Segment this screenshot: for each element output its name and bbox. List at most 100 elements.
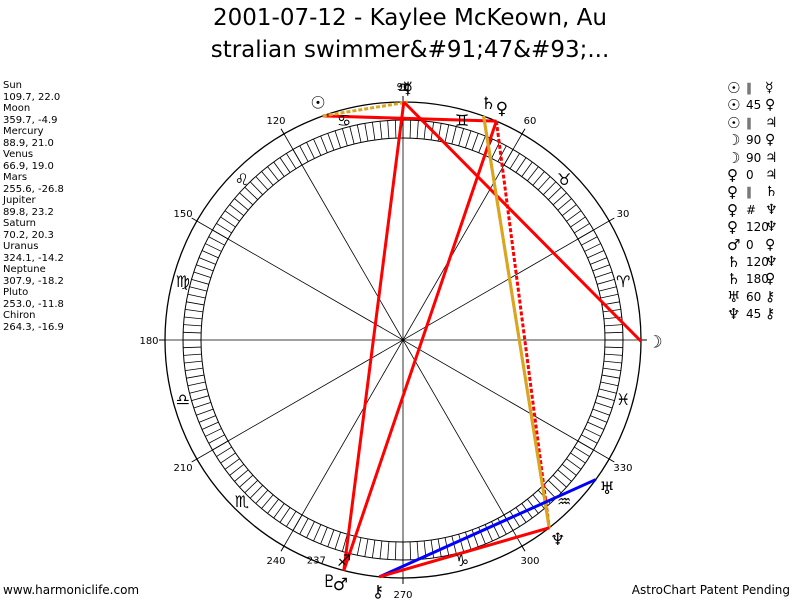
degree-tick (183, 331, 202, 334)
aspect-planet-a: ☽ (727, 148, 741, 167)
degree-tick (198, 415, 216, 423)
aspect-row: ♀ 120 ♆ (727, 218, 797, 237)
zodiac-sign-icon: ♈ (616, 272, 630, 291)
aspect-line (378, 526, 550, 579)
outer-tick (191, 217, 198, 222)
aspect-list: ☉ ∥ ☿ ☉ 45 ♀ ☉ ∥ ♃ ☽ 90 ♀ ☽ 90 ♃ ♀ 0 ♃ ♀ ∥ ♄ ♀ # ♆ ♀ 120 ♆ ♂ 0 ♀ ♄ 120 ♆… (727, 79, 797, 324)
degree-tick (234, 469, 249, 482)
degree-tick (594, 271, 613, 278)
degree-tick (299, 145, 309, 162)
degree-tick (458, 534, 465, 552)
degree-tick (201, 421, 219, 430)
degree-tick (527, 166, 539, 182)
degree-tick (299, 518, 309, 535)
degree-label-30: 30 (617, 209, 630, 220)
degree-tick (267, 498, 279, 514)
degree-tick (592, 264, 610, 272)
aspect-planet-b: ♀ (765, 236, 776, 253)
aspect-row: ♀ # ♆ (727, 201, 797, 219)
degree-tick (379, 540, 383, 559)
degree-tick (356, 537, 362, 556)
aspect-type: ∥ (746, 81, 752, 95)
aspect-planet-a: ♀ (727, 218, 738, 237)
degree-tick (273, 161, 285, 177)
degree-tick (313, 138, 322, 156)
chart-title: 2001-07-12 - Kaylee McKeown, Au stralian… (140, 2, 680, 66)
degree-tick (184, 360, 203, 364)
degree-tick (183, 346, 202, 349)
title-line-1: 2001-07-12 - Kaylee McKeown, Au (213, 5, 607, 31)
degree-tick (198, 257, 216, 265)
aspect-planet-b: ⚷ (765, 288, 776, 305)
degree-tick (220, 452, 236, 464)
footer-website[interactable]: www.harmoniclife.com (3, 583, 140, 597)
degree-tick (552, 192, 567, 206)
planet-name-venus: Venus (3, 149, 34, 160)
degree-tick (548, 186, 562, 200)
aspect-row: ♆ 45 ⚷ (727, 305, 797, 324)
aspect-line (494, 120, 551, 528)
chiron-icon: ⚷ (372, 582, 384, 600)
outer-tick (521, 128, 526, 135)
degree-tick (471, 529, 479, 547)
aspect-planet-b: ♆ (765, 201, 778, 218)
degree-tick (183, 324, 202, 327)
degree-tick (532, 494, 545, 509)
degree-label-90: 90 (397, 82, 410, 93)
aspect-type: # (746, 202, 757, 217)
zodiac-sign-icon: ♓ (616, 390, 630, 409)
aspect-line (342, 120, 498, 572)
degree-tick (234, 198, 249, 211)
zodiac-sign-icon: ♑ (455, 551, 469, 570)
degree-tick (279, 507, 291, 523)
zodiac-sign-icon: ♐ (337, 551, 351, 570)
degree-tick (220, 216, 236, 228)
planet-name-sun: Sun (3, 80, 23, 91)
aspect-type: 120 (746, 254, 769, 269)
degree-tick (193, 402, 212, 409)
aspect-planet-a: ☉ (727, 79, 741, 97)
degree-tick (371, 539, 376, 558)
degree-tick (561, 204, 577, 216)
degree-tick (208, 434, 225, 444)
planet-name-chiron: Chiron (3, 310, 36, 321)
degree-tick (604, 353, 623, 356)
aspect-planet-a: ♆ (727, 305, 741, 324)
degree-tick (537, 176, 551, 191)
sun-icon: ☉ (310, 94, 325, 114)
degree-tick (186, 374, 205, 379)
degree-tick (594, 402, 613, 409)
degree-tick (515, 157, 527, 173)
degree-tick (444, 124, 450, 143)
degree-tick (255, 489, 269, 504)
aspect-planet-a: ♀ (727, 165, 738, 184)
degree-tick (320, 135, 328, 153)
degree-tick (604, 324, 623, 327)
degree-tick (409, 120, 412, 139)
degree-tick (341, 128, 348, 146)
aspect-row: ☉ ∥ ♃ (727, 114, 797, 132)
degree-tick (509, 511, 520, 527)
degree-tick (581, 434, 598, 444)
venus-icon: ♀ (496, 99, 508, 119)
pluto-icon: ♇ (322, 572, 337, 592)
degree-tick (465, 130, 472, 149)
sign-divider (196, 220, 610, 460)
planet-name-jupiter: Jupiter (3, 195, 36, 206)
degree-tick (189, 286, 208, 292)
degree-tick (244, 186, 258, 200)
degree-tick (394, 120, 397, 139)
planet-name-mars: Mars (3, 172, 28, 183)
aspect-planet-b: ♃ (765, 114, 778, 131)
aspect-planet-b: ♀ (765, 271, 776, 288)
planet-position-chiron: 264.3, -16.9 (3, 321, 64, 333)
degree-tick (597, 278, 615, 285)
planet-position-uranus: 324.1, -14.2 (3, 252, 64, 264)
aspect-row: ♄ 180 ♀ (727, 270, 797, 288)
planet-name-saturn: Saturn (3, 218, 37, 229)
degree-tick (186, 301, 205, 306)
degree-tick (205, 428, 222, 437)
degree-tick (286, 153, 297, 169)
degree-tick (327, 133, 335, 151)
degree-tick (229, 204, 245, 216)
